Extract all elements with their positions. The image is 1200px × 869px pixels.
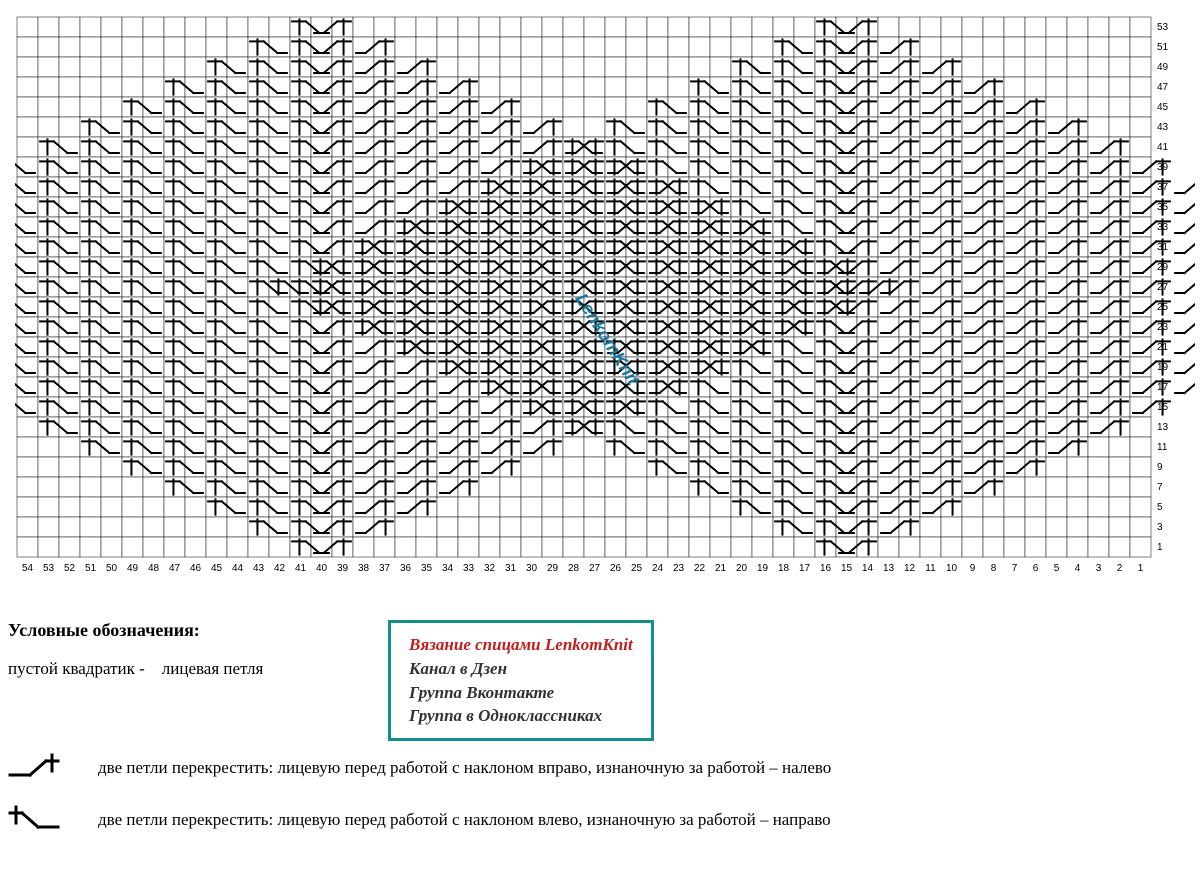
- svg-text:41: 41: [295, 563, 307, 574]
- svg-text:5: 5: [1157, 502, 1163, 513]
- svg-text:7: 7: [1157, 482, 1163, 493]
- legend-empty-row: пустой квадратик - лицевая петля: [8, 659, 358, 679]
- brand-title: Вязание спицами LenkomKnit: [409, 633, 633, 657]
- legend-empty-sym: пустой квадратик -: [8, 659, 145, 678]
- svg-text:41: 41: [1157, 142, 1169, 153]
- svg-text:2: 2: [1117, 563, 1123, 574]
- brand-line-3: Группа в Одноклассниках: [409, 704, 633, 728]
- svg-text:28: 28: [568, 563, 580, 574]
- svg-text:1: 1: [1157, 542, 1163, 553]
- svg-text:45: 45: [211, 563, 223, 574]
- svg-text:42: 42: [274, 563, 286, 574]
- legend-cable-right: две петли перекрестить: лицевую перед ра…: [8, 753, 1188, 783]
- svg-text:18: 18: [778, 563, 790, 574]
- svg-text:33: 33: [463, 563, 475, 574]
- svg-text:49: 49: [1157, 62, 1169, 73]
- svg-text:34: 34: [442, 563, 454, 574]
- svg-text:13: 13: [883, 563, 895, 574]
- legend-cright-text: две петли перекрестить: лицевую перед ра…: [98, 757, 1188, 779]
- svg-text:22: 22: [694, 563, 706, 574]
- svg-text:24: 24: [652, 563, 664, 574]
- svg-text:25: 25: [631, 563, 643, 574]
- svg-text:31: 31: [505, 563, 517, 574]
- svg-text:6: 6: [1033, 563, 1039, 574]
- svg-text:11: 11: [1157, 442, 1168, 453]
- svg-text:43: 43: [1157, 122, 1169, 133]
- svg-text:8: 8: [991, 563, 997, 574]
- legend-cable-left: две петли перекрестить: лицевую перед ра…: [8, 805, 1188, 835]
- legend-empty-desc: лицевая петля: [162, 659, 264, 678]
- svg-text:35: 35: [421, 563, 433, 574]
- svg-text:4: 4: [1075, 563, 1081, 574]
- svg-text:27: 27: [589, 563, 601, 574]
- svg-text:51: 51: [85, 563, 97, 574]
- svg-text:9: 9: [970, 563, 976, 574]
- svg-text:53: 53: [1157, 22, 1169, 33]
- svg-text:43: 43: [253, 563, 265, 574]
- brand-line-2: Группа Вконтакте: [409, 681, 633, 705]
- svg-text:23: 23: [673, 563, 685, 574]
- knitting-chart: 5453525150494847464544434241403938373635…: [5, 5, 1195, 585]
- svg-text:1: 1: [1138, 563, 1144, 574]
- svg-text:26: 26: [610, 563, 622, 574]
- svg-text:3: 3: [1096, 563, 1102, 574]
- svg-text:54: 54: [22, 563, 34, 574]
- svg-text:10: 10: [946, 563, 958, 574]
- svg-text:20: 20: [736, 563, 748, 574]
- svg-text:39: 39: [337, 563, 349, 574]
- svg-text:9: 9: [1157, 462, 1163, 473]
- legend-region: Условные обозначения: пустой квадратик -…: [8, 620, 1188, 857]
- svg-text:14: 14: [862, 563, 874, 574]
- svg-text:47: 47: [169, 563, 181, 574]
- svg-text:38: 38: [358, 563, 370, 574]
- svg-text:47: 47: [1157, 82, 1169, 93]
- cable-left-symbol-icon: [8, 805, 88, 835]
- svg-text:21: 21: [715, 563, 727, 574]
- svg-text:11: 11: [925, 563, 936, 574]
- brand-box: Вязание спицами LenkomKnit Канал в Дзен …: [388, 620, 654, 741]
- brand-line-1: Канал в Дзен: [409, 657, 633, 681]
- svg-text:44: 44: [232, 563, 244, 574]
- svg-text:30: 30: [526, 563, 538, 574]
- cable-right-symbol-icon: [8, 753, 88, 783]
- svg-text:36: 36: [400, 563, 412, 574]
- svg-text:17: 17: [799, 563, 811, 574]
- svg-text:46: 46: [190, 563, 202, 574]
- svg-text:49: 49: [127, 563, 139, 574]
- svg-text:15: 15: [841, 563, 853, 574]
- svg-text:51: 51: [1157, 42, 1169, 53]
- svg-text:7: 7: [1012, 563, 1018, 574]
- svg-text:52: 52: [64, 563, 76, 574]
- svg-text:16: 16: [820, 563, 832, 574]
- svg-text:53: 53: [43, 563, 55, 574]
- svg-text:32: 32: [484, 563, 496, 574]
- legend-cleft-text: две петли перекрестить: лицевую перед ра…: [98, 809, 1188, 831]
- svg-text:5: 5: [1054, 563, 1060, 574]
- svg-text:40: 40: [316, 563, 328, 574]
- svg-text:50: 50: [106, 563, 118, 574]
- svg-text:45: 45: [1157, 102, 1169, 113]
- svg-text:3: 3: [1157, 522, 1163, 533]
- svg-text:29: 29: [547, 563, 559, 574]
- legend-title: Условные обозначения:: [8, 620, 358, 641]
- svg-text:12: 12: [904, 563, 916, 574]
- svg-text:13: 13: [1157, 422, 1169, 433]
- svg-text:48: 48: [148, 563, 160, 574]
- svg-text:19: 19: [757, 563, 769, 574]
- svg-text:37: 37: [379, 563, 391, 574]
